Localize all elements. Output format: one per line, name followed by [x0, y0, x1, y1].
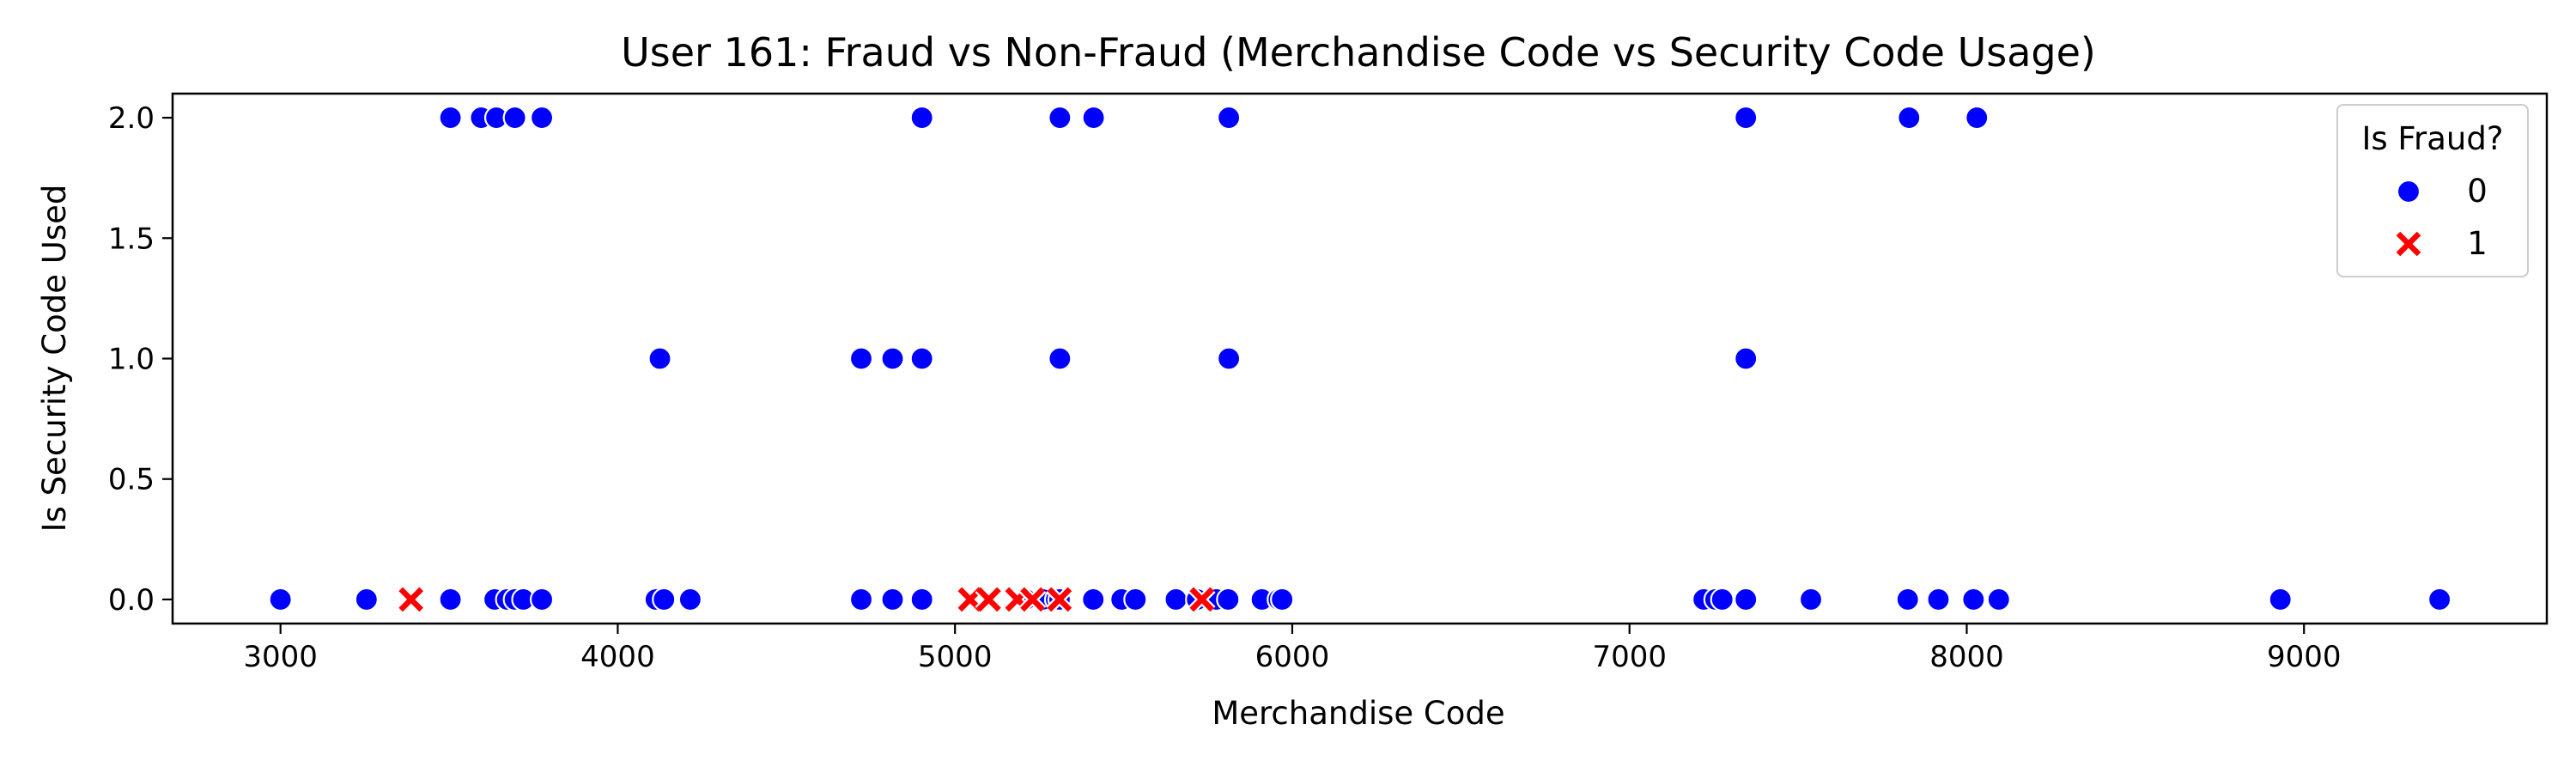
data-point-s0-35 — [1961, 587, 1986, 612]
data-point-s0-0 — [268, 587, 293, 612]
data-point-s0-40 — [848, 346, 874, 371]
data-point-s0-20 — [1123, 587, 1148, 612]
x-tick-label: 4000 — [580, 640, 655, 674]
data-point-s1-4-stroke — [1020, 587, 1045, 612]
legend-label-0: 0 — [2467, 173, 2488, 210]
x-axis-label: Merchandise Code — [1212, 695, 1504, 732]
x-tick-label: 3000 — [243, 640, 318, 674]
data-point-s0-55 — [1734, 105, 1759, 131]
x-tick-label: 5000 — [918, 640, 993, 674]
data-point-s0-57 — [1965, 105, 1990, 131]
data-point-s0-32 — [1798, 587, 1824, 612]
data-point-s0-7 — [529, 587, 555, 612]
data-point-s1-6-stroke — [1189, 587, 1214, 612]
y-tick-label: 1.5 — [108, 222, 155, 256]
legend-marker-x-stroke — [2396, 231, 2421, 257]
data-point-s0-12 — [880, 587, 905, 612]
y-axis-ticks: 0.0 0.5 1.0 1.5 2.0 — [108, 101, 173, 618]
legend-title: Is Fraud? — [2361, 120, 2503, 157]
data-point-s0-50 — [529, 105, 555, 131]
x-tick-label: 7000 — [1592, 640, 1667, 674]
data-point-s0-45 — [1734, 346, 1759, 371]
data-point-s0-18 — [1081, 587, 1106, 612]
data-point-s0-44 — [1217, 346, 1242, 371]
data-point-s0-41 — [880, 346, 905, 371]
data-point-s1-4 — [1018, 586, 1047, 613]
data-point-s0-53 — [1081, 105, 1106, 131]
y-tick-label: 1.0 — [108, 343, 155, 377]
y-tick-label: 0.5 — [108, 463, 155, 497]
legend-box — [2336, 104, 2529, 277]
data-point-s0-42 — [909, 346, 934, 371]
data-point-s1-2 — [975, 586, 1003, 613]
legend-marker-0 — [2396, 179, 2421, 204]
data-point-s0-21 — [1163, 587, 1188, 612]
data-point-s0-11 — [848, 587, 874, 612]
legend-marker-circle — [2396, 179, 2421, 204]
legend-marker-1 — [2395, 230, 2422, 258]
data-point-s0-49 — [502, 105, 527, 131]
data-point-s0-37 — [2268, 587, 2293, 612]
x-tick-label: 9000 — [2267, 640, 2342, 674]
data-point-s0-10 — [677, 587, 702, 612]
x-tick-label: 8000 — [1929, 640, 2004, 674]
data-point-s0-27 — [1270, 587, 1295, 612]
data-point-s0-34 — [1926, 587, 1951, 612]
data-point-s0-30 — [1710, 587, 1735, 612]
data-point-s0-33 — [1895, 587, 1920, 612]
data-point-s0-56 — [1897, 105, 1922, 131]
data-point-s1-0-stroke — [398, 587, 423, 612]
data-point-s0-13 — [909, 587, 934, 612]
data-point-s0-54 — [1217, 105, 1242, 131]
y-axis-label: Is Security Code Used — [36, 185, 73, 533]
data-point-s0-39 — [647, 346, 672, 371]
data-point-s1-5 — [1046, 586, 1073, 613]
legend-marker-x — [2395, 230, 2422, 258]
data-point-s1-6 — [1188, 586, 1216, 613]
data-point-s0-46 — [438, 105, 463, 131]
x-tick-label: 6000 — [1255, 640, 1330, 674]
data-point-s1-2-stroke — [976, 587, 1001, 612]
data-point-s0-24 — [1216, 587, 1241, 612]
chart-title: User 161: Fraud vs Non-Fraud (Merchandis… — [621, 29, 2096, 76]
y-tick-label: 0.0 — [108, 583, 155, 618]
data-point-s1-5-stroke — [1047, 587, 1072, 612]
data-point-s1-0 — [397, 586, 425, 613]
legend-label-1: 1 — [2467, 225, 2488, 262]
x-axis-ticks: 3000 4000 5000 6000 7000 8000 9000 — [243, 624, 2341, 674]
data-point-s0-36 — [1986, 587, 2011, 612]
data-point-s0-52 — [1048, 105, 1072, 131]
points-layer — [268, 105, 2452, 613]
data-point-s0-1 — [354, 587, 379, 612]
data-point-s0-38 — [2427, 587, 2452, 612]
data-point-s0-2 — [438, 587, 463, 612]
data-point-s0-51 — [909, 105, 934, 131]
y-tick-label: 2.0 — [108, 101, 155, 136]
legend: Is Fraud? 0 1 — [2336, 104, 2529, 277]
data-point-s0-43 — [1048, 346, 1072, 371]
data-point-s0-31 — [1734, 587, 1759, 612]
data-point-s0-9 — [652, 587, 677, 612]
